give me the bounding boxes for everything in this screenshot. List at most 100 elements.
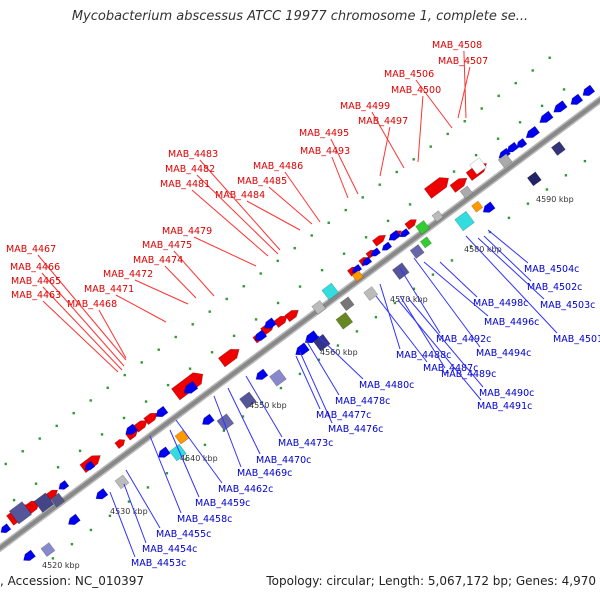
gc-mark xyxy=(4,462,7,466)
gene-arrow xyxy=(482,201,496,213)
feature-box xyxy=(321,282,340,301)
gc-mark xyxy=(122,416,126,420)
forward-gene-label: MAB_4500 xyxy=(391,85,441,96)
leader-line xyxy=(295,355,321,410)
reverse-gene xyxy=(295,342,310,356)
feature-box xyxy=(454,210,475,232)
gene-arrow xyxy=(23,549,36,561)
gc-mark xyxy=(374,315,378,319)
gc-mark xyxy=(166,383,170,387)
kbp-tick-label: 4520 kbp xyxy=(42,561,80,570)
gc-mark xyxy=(56,466,60,469)
gc-mark xyxy=(545,188,549,191)
gc-mark xyxy=(395,170,398,174)
reverse-gene-label: MAB_4458c xyxy=(177,514,232,525)
reverse-gene-label: MAB_4503c xyxy=(540,300,595,311)
forward-gene-label: MAB_4475 xyxy=(142,240,192,251)
forward-gene-label: MAB_4471 xyxy=(84,284,134,295)
leader-line xyxy=(109,491,136,558)
gc-mark xyxy=(34,482,38,485)
forward-gene-label: MAB_4472 xyxy=(103,269,153,280)
leader-line xyxy=(37,254,127,361)
reverse-gene-label: MAB_4502c xyxy=(527,282,582,293)
gc-mark xyxy=(562,88,566,91)
feature-box xyxy=(471,200,484,213)
reverse-gene xyxy=(582,84,596,97)
reverse-gene xyxy=(58,479,70,490)
kbp-tick-label: 4560 kbp xyxy=(320,348,358,357)
reverse-gene-label: MAB_4476c xyxy=(328,424,383,435)
kbp-tick-label: 4580 kbp xyxy=(464,245,502,254)
backbone xyxy=(0,97,600,551)
gene-arrow xyxy=(399,228,411,238)
reverse-gene-label: MAB_4469c xyxy=(237,468,292,479)
feature-box xyxy=(471,200,484,213)
reverse-gene xyxy=(95,487,109,500)
feature-box xyxy=(174,429,190,445)
gc-mark xyxy=(452,170,456,173)
reverse-gene-label: MAB_4504c xyxy=(524,264,579,275)
gc-mark xyxy=(108,514,112,517)
feature-box xyxy=(312,333,331,352)
gene-arrow xyxy=(553,100,568,113)
gene-arrow xyxy=(351,263,363,274)
leader-line xyxy=(134,279,189,305)
reverse-gene-label: MAB_4477c xyxy=(316,410,371,421)
reverse-gene-label: MAB_4490c xyxy=(479,388,534,399)
feature-box xyxy=(114,474,130,490)
feature-box xyxy=(40,542,56,558)
reverse-gene xyxy=(67,513,81,526)
gene-arrow xyxy=(0,523,12,534)
gc-mark xyxy=(344,208,347,212)
gene-arrow xyxy=(370,247,382,257)
gc-mark xyxy=(531,69,534,72)
gene-arrow xyxy=(114,439,126,450)
gene-arrow xyxy=(125,423,139,435)
forward-gene-label: MAB_4482 xyxy=(165,164,215,175)
feature-box xyxy=(363,286,379,302)
gc-mark xyxy=(174,335,177,339)
feature-box xyxy=(33,492,55,513)
feature-box xyxy=(497,153,513,169)
feature-box xyxy=(335,311,354,330)
gene-arrow xyxy=(264,317,277,329)
reverse-gene xyxy=(157,446,171,458)
feature-box xyxy=(339,296,355,312)
gc-mark xyxy=(55,424,58,428)
gc-mark xyxy=(89,528,93,532)
feature-box xyxy=(321,282,340,301)
leader-line xyxy=(417,95,424,163)
reverse-gene xyxy=(255,368,269,380)
leader-line xyxy=(407,297,484,388)
reverse-gene-label: MAB_4492c xyxy=(436,334,491,345)
feature-box xyxy=(459,185,474,199)
gc-mark xyxy=(188,367,192,370)
gc-mark xyxy=(480,107,483,110)
gc-mark xyxy=(518,121,522,124)
gc-mark xyxy=(184,457,188,461)
forward-gene-label: MAB_4508 xyxy=(432,40,482,51)
gc-mark xyxy=(276,301,280,305)
feature-box xyxy=(497,153,513,169)
reverse-gene xyxy=(539,110,554,123)
gc-mark xyxy=(361,196,364,199)
gene-arrow xyxy=(506,141,519,153)
feature-box xyxy=(50,492,66,508)
gene-arrow xyxy=(155,405,169,418)
gene-arrow xyxy=(295,342,310,356)
gene-arrow xyxy=(449,177,468,193)
forward-gene xyxy=(114,439,126,450)
reverse-gene-label: MAB_4494c xyxy=(476,348,531,359)
gene-arrow xyxy=(371,234,387,247)
leader-line xyxy=(199,159,281,251)
forward-gene xyxy=(423,177,450,199)
gene-arrow xyxy=(84,460,96,471)
feature-box xyxy=(216,413,235,431)
gc-mark xyxy=(497,94,500,98)
reverse-gene xyxy=(388,229,401,241)
forward-gene-label: MAB_4483 xyxy=(168,149,218,160)
feature-box xyxy=(239,391,257,410)
forward-gene xyxy=(133,420,148,433)
